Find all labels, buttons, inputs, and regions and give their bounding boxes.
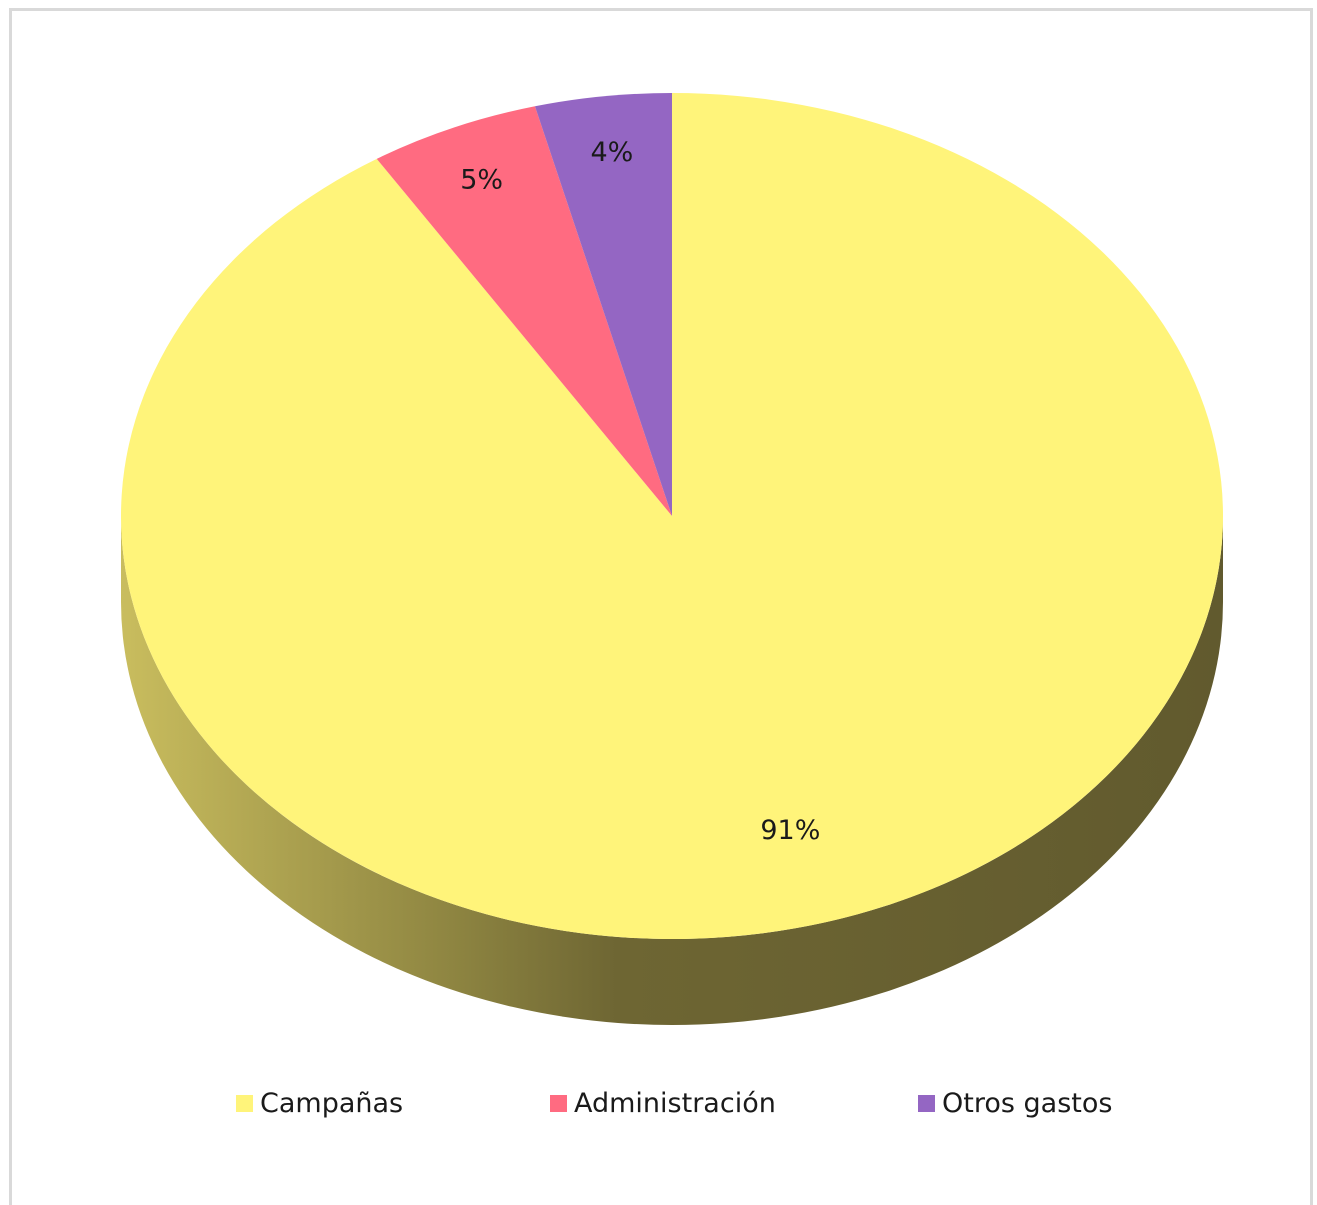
legend: Campañas Administración Otros gastos [0, 1083, 1317, 1123]
pie-slice-administracion [376, 106, 672, 516]
pie-side-wall [121, 516, 1223, 1025]
legend-item-campanas: Campañas [236, 1083, 403, 1123]
data-label-otros-gastos: 4% [590, 137, 633, 168]
legend-swatch-administracion [550, 1094, 567, 1112]
legend-item-administracion: Administración [550, 1083, 776, 1123]
legend-label-campanas: Campañas [260, 1087, 404, 1119]
legend-label-administracion: Administración [574, 1087, 776, 1119]
legend-swatch-otros-gastos [918, 1094, 935, 1112]
legend-label-otros-gastos: Otros gastos [942, 1087, 1113, 1119]
pie-slice-campanas [121, 93, 1224, 940]
pie-slice-otros-gastos [534, 93, 672, 516]
legend-swatch-campanas [236, 1094, 253, 1112]
data-label-campanas: 91% [760, 815, 820, 846]
data-label-administracion: 5% [460, 164, 503, 195]
legend-item-otros-gastos: Otros gastos [918, 1083, 1112, 1123]
